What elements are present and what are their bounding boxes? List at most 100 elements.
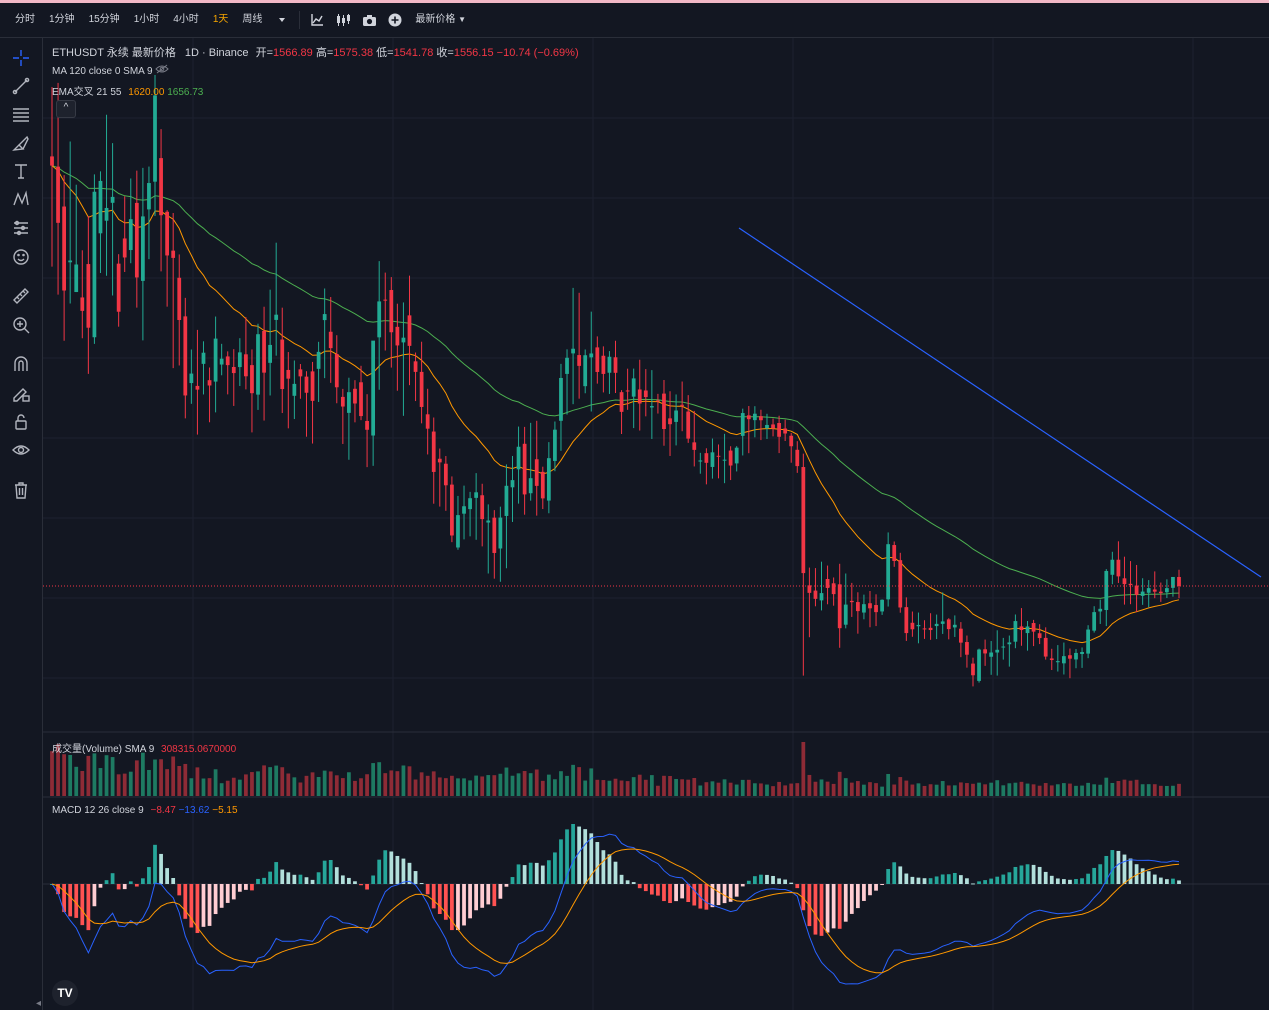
ma-legend-label[interactable]: MA 120 close 0 SMA 9 [52, 66, 153, 77]
macd-hist-bar [468, 884, 472, 919]
crosshair-icon[interactable] [7, 44, 35, 72]
lock-drawing-icon[interactable] [7, 379, 35, 407]
candle-body [922, 628, 927, 630]
macd-hist-bar [649, 884, 654, 895]
volume-bar [213, 769, 218, 796]
candle-body [365, 420, 369, 430]
macd-hist-bar [1116, 850, 1121, 884]
candle-body [492, 517, 497, 553]
chart-type-candles-icon[interactable] [330, 3, 356, 37]
macd-hist-bar [1031, 864, 1036, 884]
macd-hist-bar [977, 881, 981, 884]
candle-body [128, 219, 133, 251]
magnet-icon[interactable] [7, 350, 35, 378]
candle-body [1007, 642, 1012, 645]
pattern-icon[interactable] [7, 185, 35, 213]
volume-bar [668, 776, 672, 796]
interval-1d[interactable]: 1天 [212, 14, 229, 25]
interval-1w[interactable]: 周线 [242, 14, 263, 25]
lock-icon[interactable] [7, 408, 35, 436]
volume-bar [437, 777, 442, 796]
collapse-legend-button[interactable]: ^ [56, 100, 76, 118]
brush-icon[interactable] [7, 129, 35, 157]
volume-legend-label[interactable]: 成交量(Volume) SMA 9 [52, 744, 155, 755]
macd-hist-bar [147, 867, 151, 884]
symbol-title[interactable]: ETHUSDT 永续 最新价格 [52, 47, 176, 59]
hidden-eye-icon[interactable] [155, 64, 170, 77]
interval-15m[interactable]: 15分钟 [88, 14, 120, 25]
top-accent-bar [0, 0, 1269, 3]
macd-hist-bar [559, 839, 563, 884]
volume-bar [486, 775, 491, 796]
volume-bar [704, 782, 709, 796]
macd-hist-bar [752, 876, 757, 884]
tradingview-logo[interactable]: TV [52, 980, 78, 1006]
macd-legend-label[interactable]: MACD 12 26 close 9 [52, 805, 144, 816]
candle-body [201, 352, 206, 364]
candle-body [1152, 589, 1157, 592]
macd-hist-bar [340, 875, 345, 884]
candle-body [746, 415, 751, 420]
fib-icon[interactable] [7, 100, 35, 128]
volume-bar [886, 773, 891, 796]
macd-hist-bar [613, 861, 618, 884]
interval-4h[interactable]: 4小时 [173, 14, 199, 25]
candle-body [1134, 585, 1139, 595]
volume-bar [153, 759, 157, 796]
volume-bar [468, 780, 472, 796]
ruler-icon[interactable] [7, 282, 35, 310]
volume-bar [916, 783, 921, 796]
volume-bar [1074, 785, 1078, 796]
interval-1m[interactable]: 1分钟 [49, 14, 75, 25]
candle-body [868, 603, 872, 609]
eye-icon[interactable] [7, 436, 35, 464]
snapshot-camera-icon[interactable] [356, 3, 382, 37]
macd-hist-bar [1146, 871, 1151, 884]
volume-bar [1019, 781, 1024, 796]
price-type-select[interactable]: 最新价格 ▼ [408, 3, 473, 37]
candle-body [353, 388, 357, 404]
scroll-left-icon[interactable]: ◂ [36, 998, 42, 1009]
interval-dropdown-icon[interactable] [269, 3, 295, 37]
volume-bar [765, 784, 769, 796]
volume-bar [952, 785, 957, 796]
zoom-icon[interactable] [7, 311, 35, 339]
volume-bars-group [50, 742, 1181, 796]
interval-1h[interactable]: 1小时 [133, 14, 160, 25]
ema-legend-label[interactable]: EMA交叉 21 55 [52, 87, 122, 98]
forecast-icon[interactable] [7, 214, 35, 242]
macd-hist-bar [419, 883, 424, 885]
drawn-trendline[interactable] [738, 227, 1262, 578]
macd-hist-bar [365, 884, 369, 890]
candle-body [583, 355, 588, 387]
candle-body [450, 484, 454, 536]
macd-hist-bar [1165, 879, 1169, 884]
volume-bar [1055, 784, 1060, 796]
macd-hist-bar [1110, 850, 1115, 884]
chart-canvas[interactable] [43, 38, 1269, 1010]
volume-bar [1049, 785, 1054, 796]
volume-bar [177, 766, 182, 796]
emoji-icon[interactable] [7, 243, 35, 271]
macd-hist-bar [1019, 865, 1024, 884]
candle-body [468, 498, 472, 510]
volume-bar [171, 756, 176, 796]
macd-hist-bar [1140, 868, 1145, 884]
macd-hist-bar [819, 884, 824, 936]
macd-hist-bar [213, 884, 218, 915]
macd-line-value: −13.62 [178, 805, 210, 816]
add-plus-icon[interactable] [382, 3, 408, 37]
volume-bar [674, 778, 678, 796]
trash-icon[interactable] [7, 476, 35, 504]
trendline-icon[interactable] [7, 72, 35, 100]
interval-tick[interactable]: 分时 [15, 14, 35, 25]
volume-bar [1061, 783, 1066, 796]
volume-bar [334, 775, 339, 796]
macd-hist-bar [322, 860, 327, 884]
indicators-icon[interactable] [304, 3, 330, 37]
macd-hist-bar [868, 884, 872, 896]
text-icon[interactable] [7, 157, 35, 185]
volume-bar [207, 778, 212, 796]
macd-hist-bar [565, 829, 569, 884]
volume-bar [843, 778, 848, 796]
